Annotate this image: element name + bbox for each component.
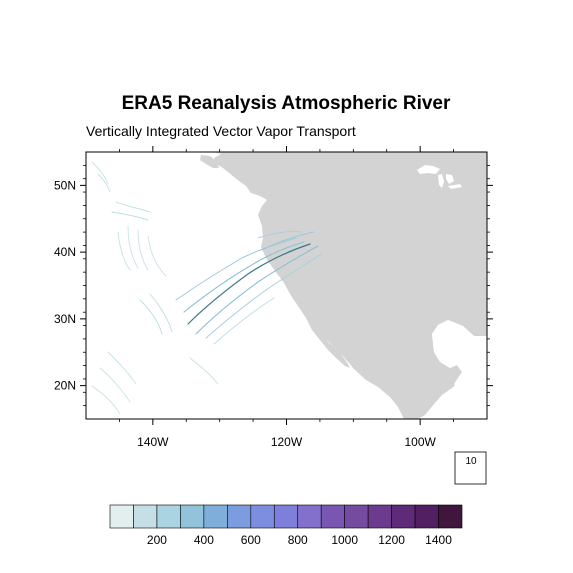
streamline [137,229,149,271]
streamline [175,237,297,301]
minor-ticks [83,149,490,422]
x-tick-label: 140W [137,435,169,449]
y-tick-label: 30N [54,312,76,326]
colorbar-swatch [156,504,181,529]
vancouver-island [200,155,219,168]
colorbar-label: 800 [288,533,308,547]
colorbar-swatch [250,504,275,529]
colorbar-swatch [227,504,252,529]
colorbar-label: 1200 [378,533,405,547]
colorbar-swatch [133,504,158,529]
y-tick-label: 40N [54,245,76,259]
colorbar-label: 200 [147,533,167,547]
colorbar-swatch [391,504,416,529]
streamline [149,293,173,333]
colorbar-label: 1000 [331,533,358,547]
streamline [111,211,149,221]
baja-california [306,312,350,368]
colorbar-swatch [414,504,439,529]
lake-michigan [438,174,444,188]
streamline [91,385,121,415]
streamline [139,299,163,335]
lake-erie [448,184,462,189]
colorbar-swatch [320,504,345,529]
streamline [115,201,151,213]
streamline [257,231,303,239]
colorbar-swatch [344,504,369,529]
streamline [213,297,275,345]
map-subtitle: Vertically Integrated Vector Vapor Trans… [86,123,356,139]
streamline [187,243,311,325]
streamline [107,351,137,385]
colorbar-swatch [438,504,463,529]
y-tick-label: 50N [54,178,76,192]
x-tick-label: 120W [271,435,303,449]
streamline [205,253,323,339]
streamline [91,161,109,185]
map-title: ERA5 Reanalysis Atmospheric River [122,93,451,114]
reference-vector-label: 10 [465,456,477,467]
streamline [97,173,111,193]
gulf-of-mexico [432,320,487,395]
streamline [147,235,167,277]
colorbar-swatch [203,504,228,529]
latitude-ticks: 50N 40N 30N 20N [54,178,493,393]
colorbar-swatch [297,504,322,529]
colorbar-label: 600 [241,533,261,547]
streamline [261,231,315,251]
streamline [189,357,219,385]
lake-huron [446,174,454,184]
reference-vector-box: 10 [454,451,487,485]
reference-vector-frame [454,451,487,485]
colorbar-swatch [367,504,392,529]
lake-superior [417,165,440,174]
map-panel: 140W 120W 100W 50N 40N 30N 20N [54,146,493,449]
colorbar-swatch [109,504,134,529]
streamline [99,367,131,403]
colorbar-label: 400 [194,533,214,547]
streamline [183,241,305,313]
y-tick-label: 20N [54,379,76,393]
colorbar-label: 1400 [425,533,452,547]
longitude-ticks: 140W 120W 100W [137,146,437,449]
north-america-landmass [213,152,487,419]
colorbar: 200 400 600 800 1000 1200 1400 [109,504,463,547]
vapor-transport-streamlines [91,161,323,415]
colorbar-swatch [273,504,299,529]
streamline [127,225,139,269]
x-tick-label: 100W [404,435,436,449]
streamline [195,245,319,335]
colorbar-swatch [180,504,205,529]
streamline [117,231,131,271]
